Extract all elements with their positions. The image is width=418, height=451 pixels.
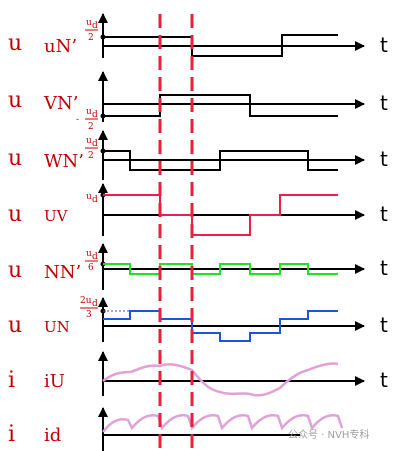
watermark: 公众号 · NVH专科 bbox=[288, 428, 369, 441]
row-symbol: i bbox=[8, 422, 15, 447]
row-name: UN bbox=[44, 318, 70, 336]
waveform bbox=[103, 150, 338, 171]
row-id: i id 公众号 · NVH专科 bbox=[8, 407, 369, 451]
mark-sub: d bbox=[92, 110, 98, 120]
row-name: NN’ bbox=[44, 262, 81, 283]
waveform bbox=[103, 94, 338, 117]
mark-top: u bbox=[86, 18, 92, 28]
mark-bot: 2 bbox=[88, 33, 94, 43]
row-name: WN’ bbox=[44, 151, 84, 172]
mark-sub: d bbox=[92, 252, 98, 262]
mark-top: 2u bbox=[80, 296, 92, 306]
waveform-id bbox=[102, 414, 344, 433]
time-label: t bbox=[380, 256, 388, 280]
waveform-iu bbox=[102, 362, 339, 397]
row-name: VN’ bbox=[43, 93, 78, 114]
mark-bot: 2 bbox=[88, 122, 94, 132]
time-label: t bbox=[380, 368, 388, 392]
row-symbol: u bbox=[8, 88, 22, 113]
row-name: UV bbox=[44, 207, 69, 225]
row-iu: i iU t bbox=[8, 351, 388, 397]
row-nn-prime: u NN’ u d 6 t bbox=[8, 243, 388, 290]
mark-sign: - bbox=[76, 115, 79, 125]
mark-sub: d bbox=[92, 299, 98, 309]
row-wn-prime: u WN’ u d 2 t bbox=[8, 130, 388, 180]
mark-sub: d bbox=[92, 139, 98, 149]
row-name: iU bbox=[44, 371, 65, 392]
time-label: t bbox=[380, 91, 388, 115]
waveform-un bbox=[103, 310, 338, 342]
mark-bot: 3 bbox=[86, 310, 92, 320]
row-un: u UN 2u d 3 t bbox=[8, 296, 388, 342]
mark-bot: 6 bbox=[88, 263, 94, 273]
row-name: id bbox=[44, 425, 61, 446]
mark-top: u bbox=[86, 192, 92, 202]
row-vn-prime: u VN’ - u d 2 t bbox=[8, 71, 388, 132]
time-label: t bbox=[380, 202, 388, 226]
mark-bot: 2 bbox=[88, 151, 94, 161]
mark-top: u bbox=[86, 249, 92, 259]
row-un-prime: u uN’ u d 2 t bbox=[8, 13, 388, 58]
mark-top: u bbox=[86, 107, 92, 117]
mark-sub: d bbox=[92, 21, 98, 31]
waveform bbox=[103, 34, 338, 57]
row-name: uN’ bbox=[44, 36, 77, 57]
row-symbol: u bbox=[8, 202, 22, 227]
time-label: t bbox=[380, 33, 388, 57]
row-symbol: u bbox=[8, 31, 22, 56]
row-symbol: u bbox=[8, 258, 22, 283]
row-symbol: u bbox=[8, 146, 22, 171]
row-uv: u UV u d t bbox=[8, 183, 388, 236]
time-label: t bbox=[380, 147, 388, 171]
mark-sub: d bbox=[92, 195, 98, 205]
mark-top: u bbox=[86, 136, 92, 146]
row-symbol: u bbox=[8, 313, 22, 338]
time-label: t bbox=[380, 313, 388, 337]
waveform-nn bbox=[103, 263, 338, 275]
row-symbol: i bbox=[8, 368, 15, 393]
